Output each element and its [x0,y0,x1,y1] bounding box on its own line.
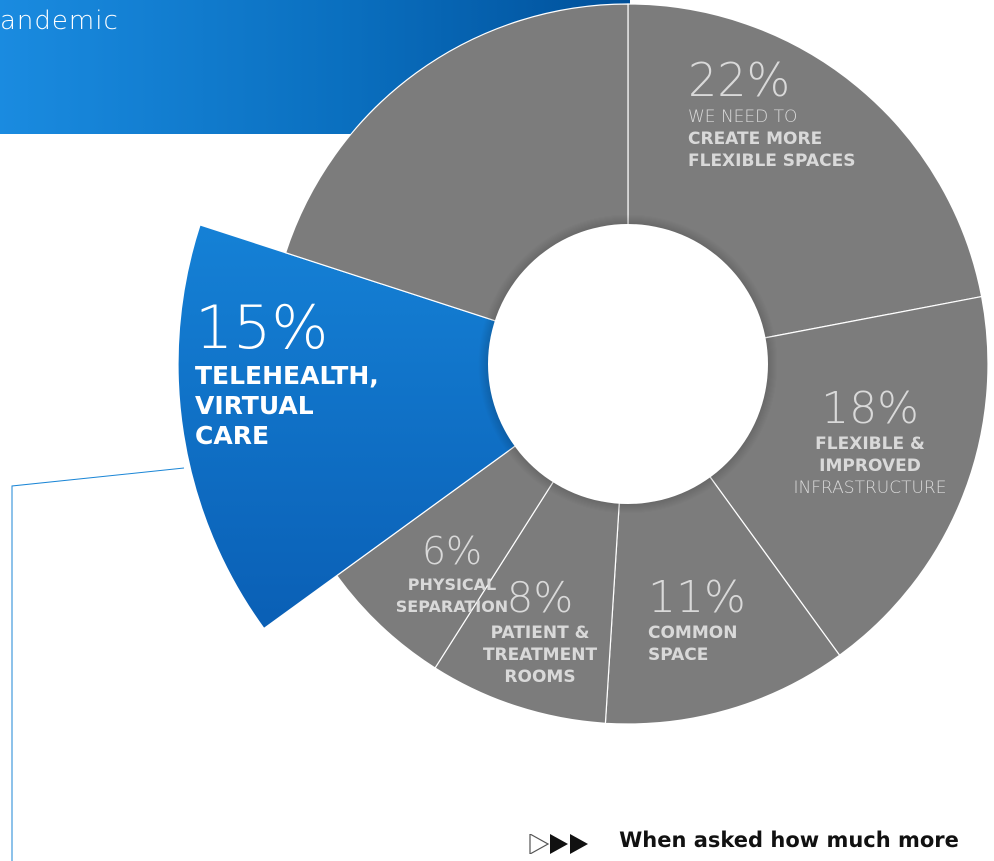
slice-percent-label: 6% [422,529,482,573]
slice-caption-line: SEPARATION [396,597,508,616]
slice-caption-line: FLEXIBLE & [815,434,925,454]
triple-arrow-icon [529,834,588,854]
slice-caption-line: TELEHEALTH, [195,361,379,390]
slice-percent-label: 8% [507,573,574,622]
slice-caption-line: IMPROVED [819,456,921,476]
donut-hole [488,224,768,504]
slice-percent-label: 18% [821,383,919,434]
slice-caption-line: TREATMENT [483,645,597,665]
slice-caption-line: FLEXIBLE SPACES [688,151,855,171]
footnote: When asked how much more [528,828,959,861]
slice-caption-line: WE NEED TO [688,107,797,127]
slice-caption-line: PHYSICAL [408,575,497,594]
donut-slices [177,3,989,725]
slice-caption-line: VIRTUAL [195,391,314,420]
slice-caption-line: CREATE MORE [688,129,822,149]
slice-percent-label: 22% [688,53,790,107]
slice-percent-label: 15% [195,293,328,363]
header-text: andemic [0,6,119,36]
slice-caption-line: ROOMS [504,667,575,687]
slice-caption-line: CARE [195,421,269,450]
slice-caption-line: PATIENT & [491,623,590,643]
slice-caption-line: COMMON [648,623,737,643]
footnote-text: When asked how much more [619,828,959,852]
slice-caption-line: INFRASTRUCTURE [794,478,947,498]
slice-caption-line: SPACE [648,645,708,665]
slice-percent-label: 11% [648,572,746,623]
callout-line [11,467,185,861]
